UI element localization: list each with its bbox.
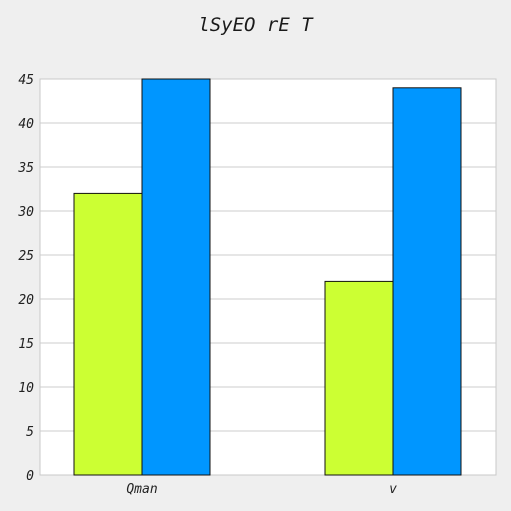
bar-qman-series-2 — [141, 78, 211, 476]
y-tick-label: 20 — [18, 293, 34, 308]
y-tick-label: 40 — [18, 117, 34, 132]
bar-v-series-1 — [324, 280, 394, 476]
y-tick-label: 0 — [26, 469, 34, 484]
y-tick-label: 35 — [17, 161, 34, 176]
bar-qman-series-1 — [73, 192, 143, 476]
x-tick-label: v — [389, 482, 397, 497]
y-tick-label: 25 — [18, 249, 34, 264]
bar-v-series-2 — [392, 87, 462, 476]
y-tick-label: 15 — [18, 337, 34, 352]
bars — [73, 78, 462, 476]
y-tick-label: 5 — [26, 425, 34, 440]
y-tick-label: 10 — [18, 381, 34, 396]
chart-title: lSyEO rE T — [198, 14, 313, 36]
y-tick-label: 30 — [17, 205, 34, 220]
y-axis-tick-labels: 0 5 10 15 20 25 30 35 40 45 — [17, 73, 34, 484]
y-tick-label: 45 — [18, 73, 34, 88]
x-tick-label: Qman — [126, 482, 157, 497]
x-axis-tick-labels: Qman v — [126, 482, 397, 497]
